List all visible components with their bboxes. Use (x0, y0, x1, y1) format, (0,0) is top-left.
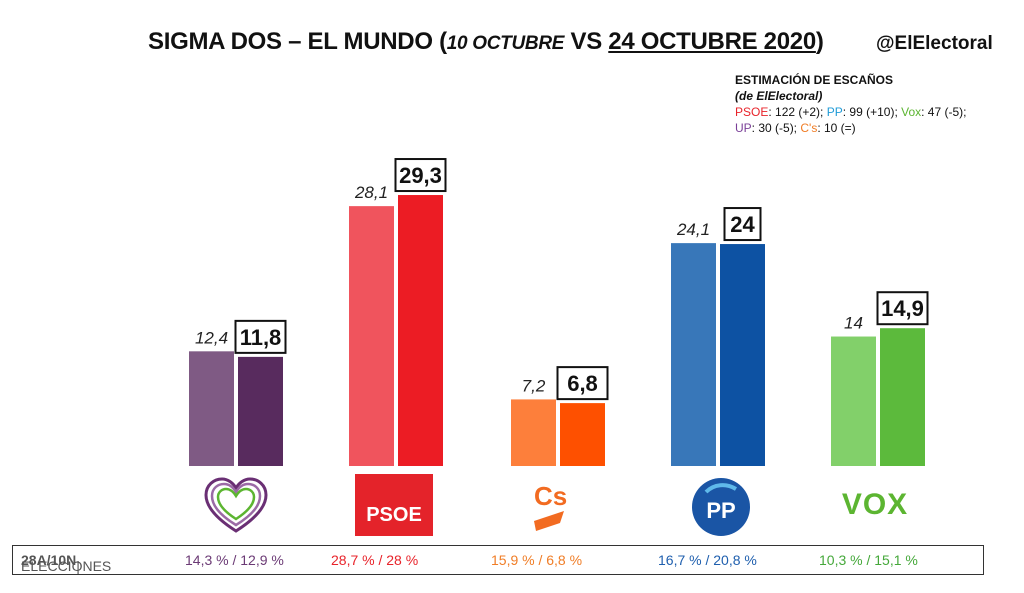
footer-label: ELECCIONES (21, 558, 112, 574)
past-elections-footer: ELECCIONES 28A/10N | 14,3 % / 12,9 % 28,7… (12, 545, 984, 575)
label-box-up-new (234, 319, 287, 354)
pp-logo-icon: PP (692, 478, 750, 536)
label-vox-new: 14,9 (881, 296, 924, 321)
label-pp-prev: 24,1 (676, 220, 710, 239)
bar-vox-prev (831, 336, 876, 466)
footer-label-wrap: ELECCIONES 28A/10N | (21, 552, 111, 574)
title-new-date: 24 OCTUBRE 2020 (608, 28, 816, 55)
seat-vox-label: Vox (901, 105, 922, 119)
label-up-prev: 12,4 (195, 328, 228, 347)
bar-pp-prev (671, 243, 716, 466)
psoe-logo: PSOE (355, 474, 433, 536)
bar-psoe-prev (349, 206, 394, 466)
seat-up-label: UP (735, 121, 752, 135)
label-cs-prev: 7,2 (522, 376, 546, 395)
bar-up-prev (189, 351, 234, 466)
bar-psoe-new (398, 195, 443, 466)
footer-label-bold: 28A/10N (21, 552, 77, 568)
label-vox-prev: 14 (844, 314, 863, 333)
vox-logo-text: VOX (841, 488, 909, 521)
label-box-pp-new (723, 207, 762, 242)
podemos-heart-logo-icon (204, 477, 268, 533)
footer-separator: | (76, 558, 80, 574)
ciudadanos-logo-icon: Cs (534, 481, 567, 531)
seat-psoe-value: : 122 (+2); (768, 105, 827, 119)
label-box-cs-new (556, 366, 609, 401)
footer-vox-result: 10,3 % / 15,1 % (819, 552, 918, 568)
title-vs: VS (564, 28, 609, 55)
seat-pp-value: : 99 (+10); (842, 105, 902, 119)
seat-vox-value: : 47 (-5); (921, 105, 967, 119)
label-box-psoe-new (394, 158, 447, 193)
seat-psoe-label: PSOE (735, 105, 769, 119)
seat-estimate-box: ESTIMACIÓN DE ESCAÑOS (de ElElectoral) P… (735, 72, 967, 136)
chart-title: SIGMA DOS – EL MUNDO (10 OCTUBRE VS 24 O… (148, 28, 824, 56)
pp-logo-text: PP (706, 498, 735, 523)
seat-up-value: : 30 (-5); (751, 121, 801, 135)
label-pp-new: 24 (730, 212, 755, 237)
seat-cs-value: : 10 (=) (817, 121, 856, 135)
seat-cs-label: C's (800, 121, 818, 135)
vox-logo: VOX (830, 488, 920, 528)
bar-up-new (238, 356, 283, 466)
seat-estimate-subheading: (de ElElectoral) (735, 89, 823, 103)
seat-estimate-row-2: UP: 30 (-5); C's: 10 (=) (735, 120, 967, 136)
bar-vox-new (880, 328, 925, 466)
footer-cs-result: 15,9 % / 6,8 % (491, 552, 583, 568)
bar-pp-new (720, 244, 765, 466)
title-prev-date: 10 OCTUBRE (446, 33, 565, 54)
footer-psoe-result: 28,7 % / 28 % (331, 552, 419, 568)
label-psoe-new: 29,3 (399, 163, 442, 188)
label-box-vox-new (876, 291, 929, 326)
bar-cs-prev (511, 399, 556, 466)
footer-pp-result: 16,7 % / 20,8 % (658, 552, 757, 568)
seat-pp-label: PP (826, 105, 843, 119)
twitter-handle: @ElElectoral (876, 33, 993, 54)
seat-estimate-heading: ESTIMACIÓN DE ESCAÑOS (735, 73, 894, 87)
label-cs-new: 6,8 (567, 371, 598, 396)
footer-up-result: 14,3 % / 12,9 % (185, 552, 284, 568)
bar-chart: 12,4 11,8 28,1 29,3 7,2 6,8 24,1 24 14 14,9 (189, 158, 929, 466)
psoe-logo-text: PSOE (366, 504, 422, 526)
seat-estimate-row-1: PSOE: 122 (+2); PP: 99 (+10); Vox: 47 (-… (735, 104, 967, 120)
label-psoe-prev: 28,1 (354, 183, 388, 202)
title-main: SIGMA DOS – EL MUNDO ( (148, 28, 447, 55)
title-close: ) (815, 28, 824, 55)
bar-cs-new (560, 403, 605, 466)
cs-logo-text: Cs (534, 481, 567, 511)
label-up-new: 11,8 (240, 325, 282, 350)
